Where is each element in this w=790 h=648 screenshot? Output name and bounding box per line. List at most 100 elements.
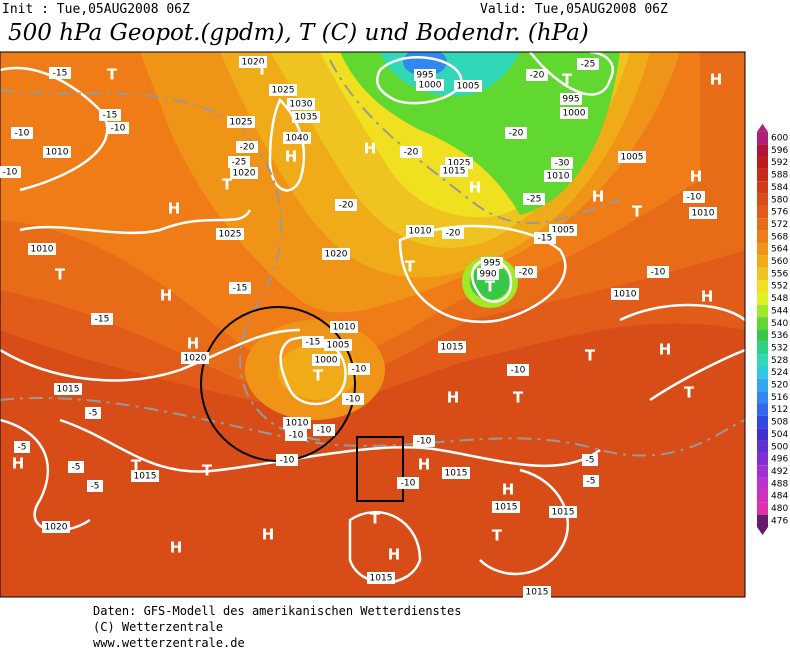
label-box [181, 352, 209, 364]
colorbar-label: 496 [771, 455, 788, 465]
contour-label: 1005 [621, 153, 644, 163]
colorbar-swatch [757, 304, 768, 318]
label-box [477, 268, 499, 280]
pressure-center: T [684, 384, 695, 402]
contour-label: 990 [479, 270, 496, 280]
footer-source: Daten: GFS-Modell des amerikanischen Wet… [93, 604, 461, 618]
pressure-center: H [659, 341, 672, 359]
colorbar-swatch [757, 514, 768, 528]
colorbar-label: 556 [771, 269, 788, 279]
contour-label: 1030 [290, 100, 313, 110]
colorbar-swatch [757, 465, 768, 478]
contour-label: -25 [581, 60, 596, 70]
colorbar-swatch [757, 156, 768, 169]
colorbar-swatch [757, 415, 768, 429]
contour-label: -5 [586, 456, 595, 466]
colorbar-label: 488 [771, 479, 788, 489]
contour-label: -10 [511, 366, 526, 376]
colorbar-label: 476 [771, 516, 788, 526]
contour-label: 1010 [286, 419, 309, 429]
contour-label: 995 [483, 259, 500, 269]
colorbar-swatch [757, 168, 768, 182]
colorbar-swatch [757, 218, 768, 231]
label-box [416, 79, 444, 91]
footer-url: www.wetterzentrale.de [93, 636, 245, 648]
contour-label: 1015 [441, 343, 464, 353]
label-box [442, 467, 470, 479]
label-box [544, 170, 572, 182]
contour-label: 995 [562, 95, 579, 105]
colorbar-label: 516 [771, 393, 788, 403]
map-title: 500 hPa Geopot.(gpdm), T (C) und Bodendr… [8, 20, 589, 46]
label-box [292, 111, 320, 123]
contour-label: 1015 [57, 385, 80, 395]
pressure-center: H [701, 288, 714, 306]
label-box [0, 166, 21, 178]
pressure-center: H [12, 455, 25, 473]
pressure-center: T [562, 71, 573, 89]
label-box [440, 165, 468, 177]
colorbar-swatch [757, 502, 768, 515]
contour-label: 1005 [457, 82, 480, 92]
colorbar-label: 564 [771, 245, 788, 255]
contour-label: 1025 [219, 230, 242, 240]
colorbar-label: 540 [771, 319, 788, 329]
pressure-center: T [585, 347, 596, 365]
label-box [230, 167, 258, 179]
pressure-center: T [313, 367, 324, 385]
contour-label: -5 [587, 477, 596, 487]
contour-label: 1025 [272, 86, 295, 96]
label-box [287, 98, 315, 110]
label-box [91, 313, 113, 325]
contour-label: 1015 [370, 574, 393, 584]
label-box [227, 116, 255, 128]
colorbar-swatch [757, 489, 768, 503]
contour-label: 1010 [31, 245, 54, 255]
pressure-center: T [202, 462, 213, 480]
contour-label: 1020 [184, 354, 207, 364]
label-box [322, 248, 350, 260]
contour-label: -30 [555, 159, 570, 169]
colorbar-label: 580 [771, 195, 788, 205]
label-box [367, 572, 395, 584]
label-box [312, 354, 340, 366]
label-box [348, 363, 370, 375]
label-box [560, 93, 582, 105]
label-box [313, 424, 335, 436]
pressure-center: H [502, 481, 515, 499]
contour-label: -20 [446, 229, 461, 239]
contour-label: 1020 [45, 523, 68, 533]
pressure-center: T [405, 258, 416, 276]
contour-label: 1020 [233, 169, 256, 179]
colorbar-label: 532 [771, 343, 788, 353]
contour-label: -10 [289, 431, 304, 441]
label-box [276, 454, 298, 466]
contour-label: -20 [404, 148, 419, 158]
label-box [523, 586, 551, 598]
contour-label: -15 [95, 315, 110, 325]
valid-time: Valid: Tue,05AUG2008 06Z [480, 2, 668, 17]
colorbar-swatch [757, 144, 768, 157]
colorbar-swatch [757, 267, 768, 281]
label-box [647, 266, 669, 278]
contour-label: -10 [687, 193, 702, 203]
colorbar-swatch [757, 354, 768, 367]
contour-label: -5 [89, 409, 98, 419]
label-box [216, 228, 244, 240]
contour-label: -20 [339, 201, 354, 211]
label-box [85, 407, 101, 419]
pressure-center: H [160, 287, 173, 305]
label-box [481, 257, 503, 269]
pressure-center: H [262, 526, 275, 544]
label-box [406, 225, 434, 237]
pressure-center: H [168, 200, 181, 218]
pressure-center: H [170, 539, 183, 557]
colorbar-label: 520 [771, 381, 788, 391]
colorbar-swatch [757, 280, 768, 293]
colorbar-swatch [757, 230, 768, 243]
contour-label: -15 [306, 338, 321, 348]
label-box [228, 156, 250, 168]
contour-label: 1015 [552, 508, 575, 518]
label-box [438, 341, 466, 353]
contour-label: 1015 [134, 472, 157, 482]
